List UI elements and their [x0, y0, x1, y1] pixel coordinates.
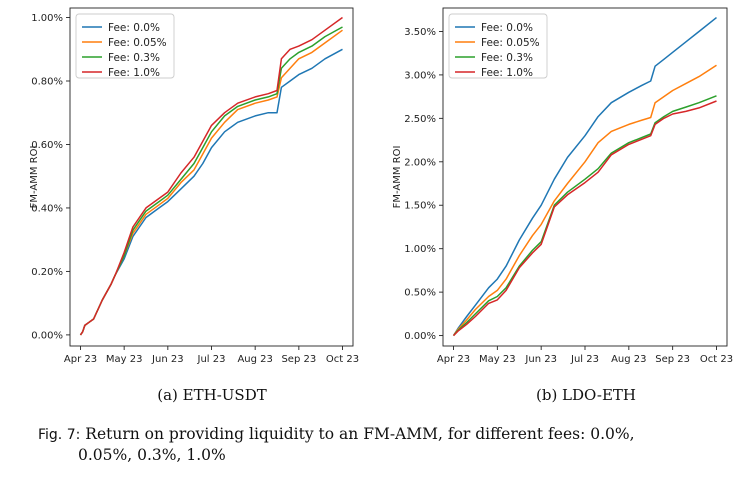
x-tick-label: May 23 — [106, 354, 143, 365]
y-tick-label: 2.00% — [404, 157, 436, 168]
y-tick-label: 0.20% — [31, 267, 63, 278]
x-tick-label: Apr 23 — [437, 354, 470, 365]
x-tick-label: Jul 23 — [197, 354, 226, 365]
x-tick-label: Oct 23 — [326, 354, 359, 365]
y-axis-label: FM-AMM ROI — [29, 146, 40, 209]
y-tick-label: 0.40% — [31, 203, 63, 214]
legend-label: Fee: 0.05% — [108, 37, 167, 49]
legend-label: Fee: 0.3% — [108, 52, 160, 64]
legend-box — [75, 13, 175, 79]
x-tick-label: Oct 23 — [700, 354, 733, 365]
series-line — [452, 64, 717, 337]
legend-label: Fee: 0.0% — [481, 22, 533, 34]
y-tick-label: 3.00% — [404, 70, 436, 81]
y-tick-label: 0.00% — [404, 331, 436, 342]
legend-label: Fee: 1.0% — [108, 67, 160, 79]
series-line — [452, 17, 717, 336]
figure-caption-line2: 0.05%, 0.3%, 1.0% — [78, 446, 226, 464]
x-tick-label: May 23 — [479, 354, 516, 365]
series-line — [452, 95, 717, 337]
x-tick-label: Jun 23 — [524, 354, 557, 365]
series-line — [79, 16, 343, 336]
x-tick-label: Apr 23 — [64, 354, 97, 365]
y-tick-label: 1.00% — [31, 13, 63, 24]
figure-caption-line1: Return on providing liquidity to an FM-A… — [85, 425, 635, 443]
y-tick-label: 0.50% — [404, 288, 436, 299]
legend-label: Fee: 0.3% — [481, 52, 533, 64]
x-tick-label: Jul 23 — [570, 354, 599, 365]
series-line — [452, 100, 717, 337]
legend-box — [448, 13, 548, 79]
legend-label: Fee: 0.05% — [481, 37, 540, 49]
subfigure-caption: (a) ETH-USDT — [157, 386, 266, 404]
legend-label: Fee: 1.0% — [481, 67, 533, 79]
x-tick-label: Jun 23 — [151, 354, 184, 365]
y-tick-label: 0.00% — [31, 330, 63, 341]
y-tick-label: 2.50% — [404, 114, 436, 125]
y-tick-label: 0.60% — [31, 140, 63, 151]
subfigure-caption: (b) LDO-ETH — [536, 386, 636, 404]
y-tick-label: 1.50% — [404, 201, 436, 212]
y-tick-label: 3.50% — [404, 27, 436, 38]
x-tick-label: Aug 23 — [237, 354, 272, 365]
y-tick-label: 1.00% — [404, 244, 436, 255]
figure-caption: Fig. 7: Return on providing liquidity to… — [38, 424, 738, 465]
x-tick-label: Sep 23 — [281, 354, 316, 365]
y-tick-label: 0.80% — [31, 76, 63, 87]
series-line — [79, 48, 343, 336]
panel-eth-usdt: Apr 23 May 23 Jun 23 Jul 23 Aug 23 Sep 23 Oct … — [29, 7, 359, 404]
y-axis-label: FM-AMM ROI — [392, 146, 403, 209]
x-tick-label: Sep 23 — [655, 354, 690, 365]
x-tick-label: Aug 23 — [611, 354, 646, 365]
legend-label: Fee: 0.0% — [108, 22, 160, 34]
figure-caption-label: Fig. 7: — [38, 427, 81, 443]
panel-ldo-eth: Apr 23 May 23 Jun 23 Jul 23 Aug 23 Sep 23 Oct … — [392, 7, 733, 404]
